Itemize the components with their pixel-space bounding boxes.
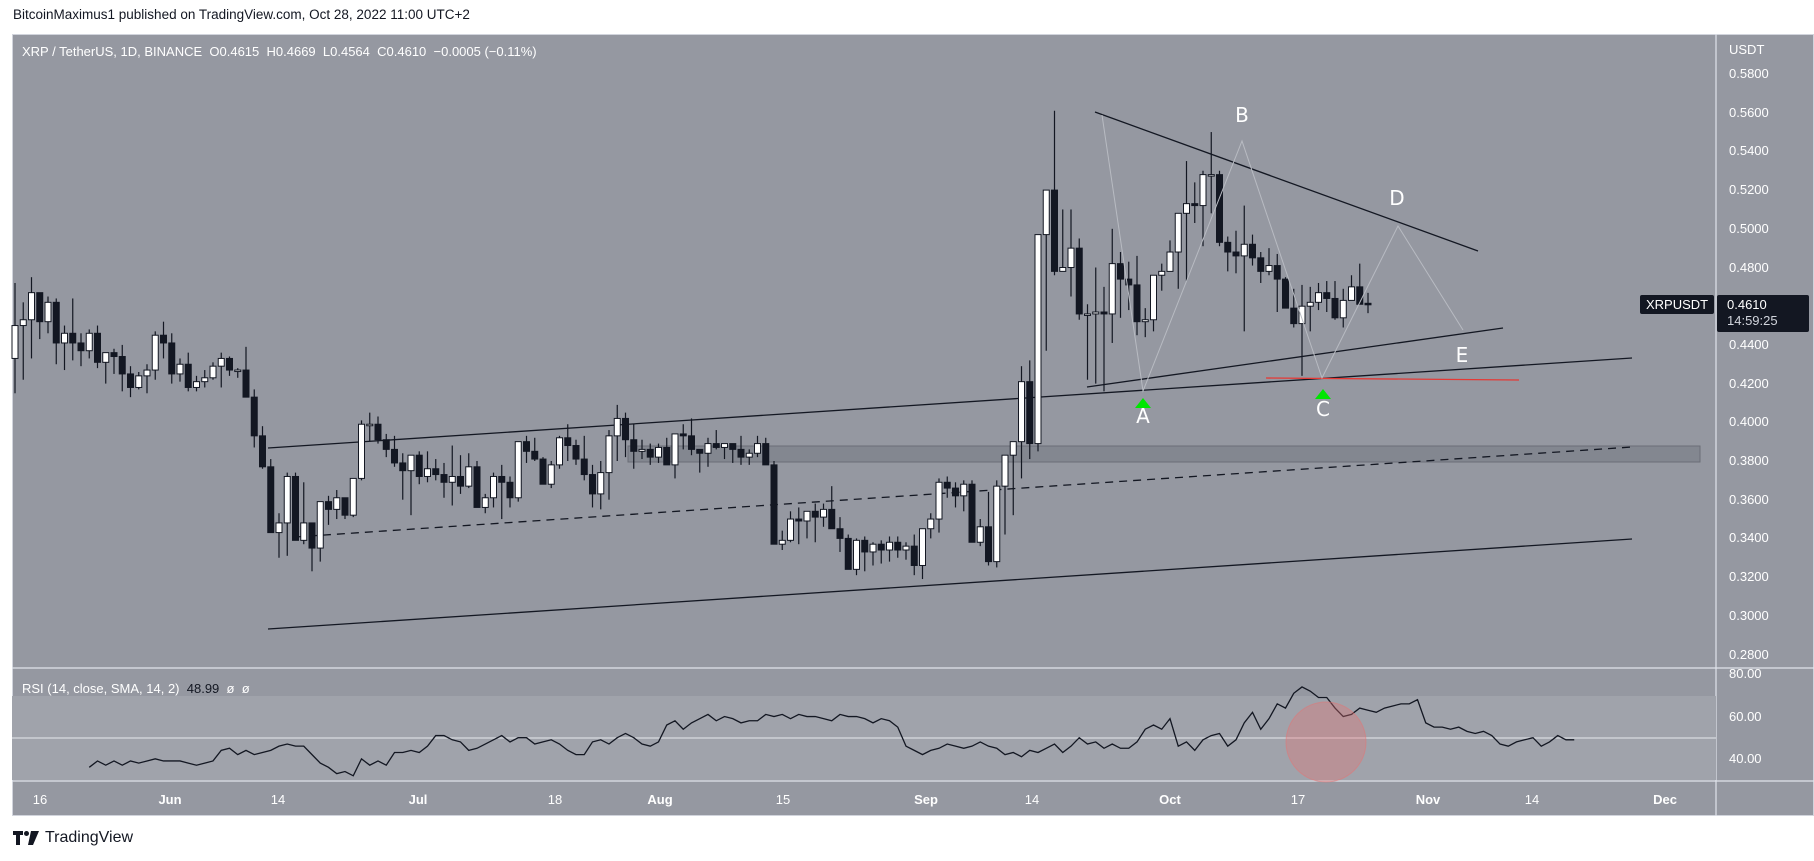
wave-label-e: E: [1455, 343, 1469, 367]
horizontal-resistance-zone[interactable]: [627, 445, 1701, 463]
high-value: 0.4669: [275, 44, 316, 59]
time-tick: 18: [547, 792, 563, 807]
symbol-legend[interactable]: XRP / TetherUS, 1D, BINANCE O0.4615 H0.4…: [22, 44, 537, 59]
triangle-lower-line[interactable]: [1086, 327, 1504, 388]
rsi-extra-2: ø: [241, 681, 250, 696]
last-price: 0.4610: [1727, 297, 1767, 312]
time-tick: 15: [775, 792, 791, 807]
price-tick: 0.5400: [1729, 143, 1769, 159]
time-tick: Dec: [1653, 792, 1677, 807]
rsi-tick: 60.00: [1729, 708, 1762, 724]
symbol-tag: XRPUSDT: [1640, 295, 1715, 314]
time-tick: Jul: [408, 792, 428, 807]
rsi-tick: 40.00: [1729, 750, 1762, 766]
candles: [11, 110, 1372, 580]
time-tick: Aug: [647, 792, 673, 807]
rsi-label: RSI (14, close, SMA, 14, 2): [22, 681, 180, 696]
time-tick: 16: [32, 792, 48, 807]
support-line[interactable]: [1265, 377, 1520, 381]
price-tick: 0.5800: [1729, 66, 1769, 81]
time-tick: Nov: [1415, 792, 1441, 807]
logo-text: TradingView: [45, 829, 134, 846]
price-tick: 0.3800: [1729, 453, 1769, 468]
price-tick: 0.4400: [1729, 336, 1769, 352]
rsi-tick: 80.00: [1729, 666, 1762, 682]
open-value: 0.4615: [219, 44, 260, 59]
bar-countdown: 14:59:25: [1727, 313, 1778, 328]
price-tick: 0.3200: [1729, 569, 1769, 585]
publisher-line: BitcoinMaximus1 published on TradingView…: [13, 7, 470, 22]
tradingview-logo-icon: [13, 831, 39, 845]
last-price-tag: 0.4610 14:59:25: [1717, 295, 1809, 332]
price-tick: 0.3400: [1729, 530, 1769, 546]
wave-label-d: D: [1389, 186, 1405, 210]
time-tick: 14: [270, 792, 286, 807]
up-arrow-icon: [1315, 389, 1331, 399]
wave-label-a: A: [1136, 404, 1150, 428]
time-tick: 17: [1290, 792, 1306, 807]
price-tick: 0.4200: [1729, 375, 1769, 391]
time-tick: 14: [1024, 792, 1040, 807]
rsi-legend[interactable]: RSI (14, close, SMA, 14, 2) 48.99 ø ø: [22, 681, 250, 696]
wave-label-b: B: [1235, 103, 1249, 127]
price-tick: 0.5200: [1729, 182, 1769, 198]
triangle-upper-line[interactable]: [1094, 111, 1479, 252]
symbol-name: XRP / TetherUS, 1D, BINANCE: [22, 44, 203, 59]
time-tick: Oct: [1159, 792, 1181, 807]
currency-label: USDT: [1729, 42, 1765, 57]
price-tick: 0.3000: [1729, 607, 1769, 623]
rsi-extra-1: ø: [226, 681, 235, 696]
lower-channel-line[interactable]: [267, 538, 1633, 630]
change-value: −0.0005 (−0.11%): [433, 44, 537, 59]
rsi-highlight-circle: [1285, 701, 1367, 783]
price-tick: 0.5600: [1729, 104, 1769, 120]
upper-channel-line[interactable]: [267, 357, 1633, 449]
abcde-wave-path[interactable]: [1101, 114, 1464, 393]
wave-label-c: C: [1316, 397, 1330, 421]
price-tick: 0.3600: [1729, 491, 1769, 507]
time-tick: Jun: [158, 792, 182, 807]
time-tick: Sep: [914, 792, 938, 807]
rsi-line: [88, 686, 1575, 777]
close-value: 0.4610: [386, 44, 427, 59]
low-value: 0.4564: [330, 44, 370, 59]
up-arrow-icon: [1135, 398, 1151, 408]
price-tick: 0.4800: [1729, 259, 1769, 275]
tradingview-logo[interactable]: TradingView: [13, 829, 133, 847]
price-tick: 0.4000: [1729, 414, 1769, 430]
price-tick: 0.5000: [1729, 220, 1769, 236]
rsi-value: 48.99: [186, 681, 220, 696]
time-tick: 14: [1524, 792, 1540, 807]
price-tick: 0.2800: [1729, 646, 1769, 662]
